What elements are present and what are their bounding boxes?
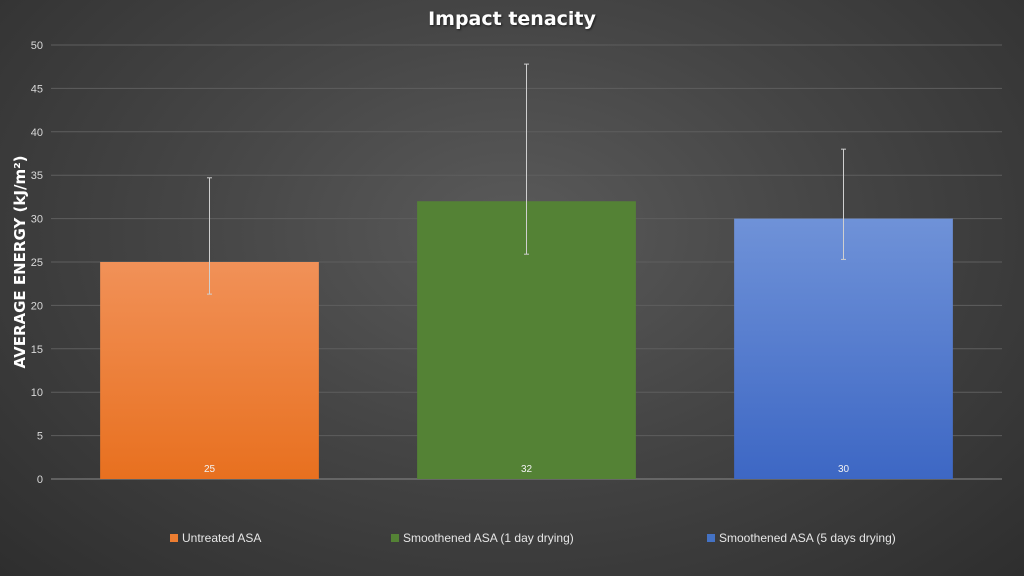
legend-item-untreated-asa: Untreated ASA	[170, 531, 261, 545]
y-tick-label: 20	[31, 300, 43, 312]
y-tick-label: 25	[31, 257, 43, 269]
legend-label: Smoothened ASA (1 day drying)	[403, 531, 574, 545]
y-tick-label: 50	[31, 40, 43, 52]
data-label: 30	[838, 464, 850, 475]
legend-label: Smoothened ASA (5 days drying)	[719, 531, 896, 545]
y-axis-ticks: 0 5 10 15 20 25 30 35 40 45 50	[31, 40, 43, 486]
data-label: 25	[204, 464, 216, 475]
data-labels: 25 32 30	[204, 464, 850, 475]
legend-item-smoothened-asa-1-day: Smoothened ASA (1 day drying)	[391, 531, 574, 545]
legend-item-smoothened-asa-5-days: Smoothened ASA (5 days drying)	[707, 531, 896, 545]
y-tick-label: 10	[31, 387, 43, 399]
y-tick-label: 40	[31, 127, 43, 139]
y-tick-label: 5	[37, 431, 43, 443]
error-bars	[207, 63, 846, 295]
y-tick-label: 45	[31, 83, 43, 95]
y-tick-label: 30	[31, 214, 43, 226]
data-label: 32	[521, 464, 533, 475]
legend: Untreated ASA Smoothened ASA (1 day dryi…	[0, 531, 1024, 549]
chart-title: Impact tenacity	[428, 8, 596, 30]
legend-swatch	[707, 534, 715, 542]
bar	[100, 262, 319, 479]
legend-swatch	[391, 534, 399, 542]
legend-label: Untreated ASA	[182, 531, 262, 545]
bar	[734, 218, 953, 479]
legend-swatch	[170, 534, 178, 542]
y-tick-label: 15	[31, 344, 43, 356]
y-tick-label: 35	[31, 170, 43, 182]
y-tick-label: 0	[37, 474, 43, 486]
bars	[100, 201, 953, 480]
